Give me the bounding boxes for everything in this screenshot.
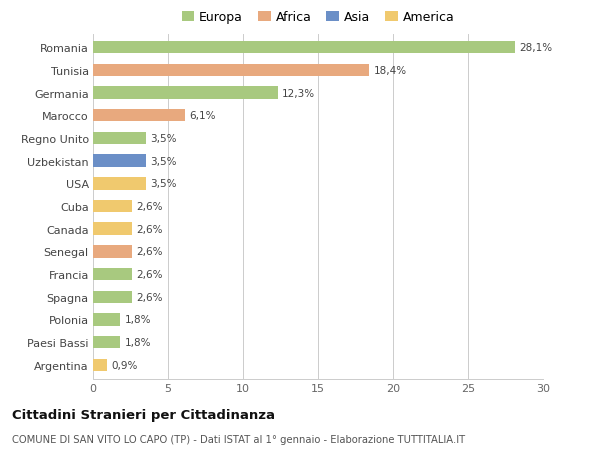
Bar [93,359,107,371]
Text: 18,4%: 18,4% [373,66,407,76]
Bar [93,155,146,168]
Text: Cittadini Stranieri per Cittadinanza: Cittadini Stranieri per Cittadinanza [12,409,275,421]
Text: 3,5%: 3,5% [150,179,176,189]
Text: 1,8%: 1,8% [125,337,151,347]
Bar [93,178,146,190]
Text: 12,3%: 12,3% [282,88,315,98]
Text: COMUNE DI SAN VITO LO CAPO (TP) - Dati ISTAT al 1° gennaio - Elaborazione TUTTIT: COMUNE DI SAN VITO LO CAPO (TP) - Dati I… [12,434,465,444]
Bar [93,291,132,303]
Bar [93,132,146,145]
Text: 1,8%: 1,8% [125,315,151,325]
Text: 6,1%: 6,1% [189,111,215,121]
Text: 2,6%: 2,6% [137,247,163,257]
Bar [93,110,185,122]
Bar [93,200,132,213]
Text: 2,6%: 2,6% [137,202,163,212]
Bar [93,268,132,281]
Text: 2,6%: 2,6% [137,292,163,302]
Text: 0,9%: 0,9% [111,360,137,370]
Text: 28,1%: 28,1% [519,43,552,53]
Text: 2,6%: 2,6% [137,269,163,280]
Bar [93,42,515,54]
Bar [93,64,369,77]
Text: 3,5%: 3,5% [150,156,176,166]
Bar [93,223,132,235]
Legend: Europa, Africa, Asia, America: Europa, Africa, Asia, America [176,6,460,29]
Bar [93,336,120,349]
Bar [93,87,277,100]
Text: 2,6%: 2,6% [137,224,163,234]
Text: 3,5%: 3,5% [150,134,176,144]
Bar [93,313,120,326]
Bar [93,246,132,258]
